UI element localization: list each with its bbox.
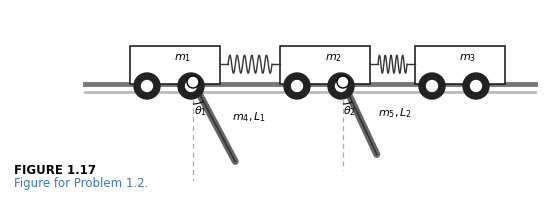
Bar (130, 46, 220, 84)
Circle shape (284, 73, 310, 99)
Circle shape (187, 76, 199, 88)
Text: Figure for Problem 1.2.: Figure for Problem 1.2. (14, 178, 148, 190)
Text: $m_5,L_2$: $m_5,L_2$ (378, 106, 412, 120)
Bar (280, 46, 370, 84)
Circle shape (335, 81, 347, 92)
Circle shape (463, 73, 489, 99)
Text: $m_2$: $m_2$ (324, 52, 342, 64)
Circle shape (134, 73, 160, 99)
Circle shape (470, 81, 482, 92)
Text: $\theta_2$: $\theta_2$ (343, 104, 356, 118)
Circle shape (427, 81, 437, 92)
Circle shape (292, 81, 302, 92)
Text: FIGURE 1.17: FIGURE 1.17 (14, 163, 96, 177)
Circle shape (185, 81, 197, 92)
Circle shape (419, 73, 445, 99)
Text: $m_1$: $m_1$ (175, 52, 192, 64)
Circle shape (328, 73, 354, 99)
Text: $\theta_1$: $\theta_1$ (194, 104, 207, 118)
Circle shape (337, 76, 349, 88)
Circle shape (178, 73, 204, 99)
Text: $m_4,L_1$: $m_4,L_1$ (232, 110, 267, 124)
Text: $m_3$: $m_3$ (459, 52, 477, 64)
Circle shape (142, 81, 152, 92)
Bar (415, 46, 505, 84)
